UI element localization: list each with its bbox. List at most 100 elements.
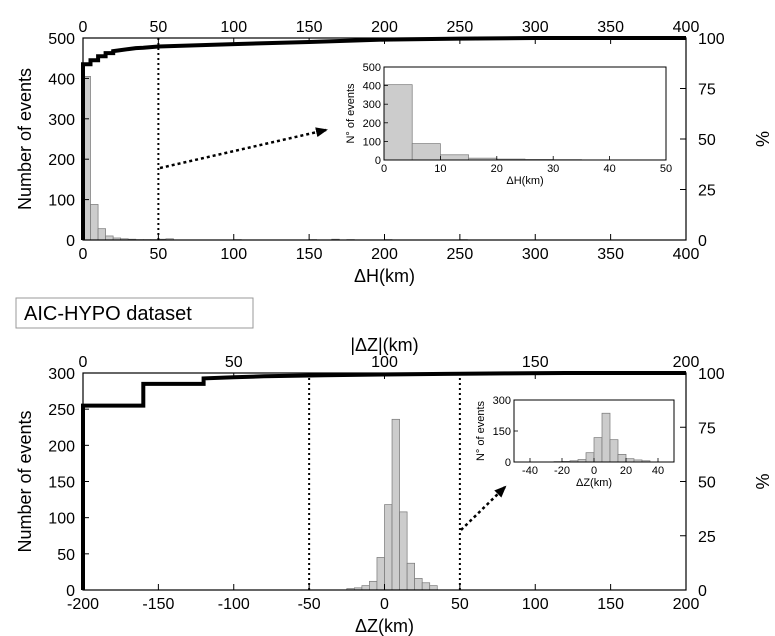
inset-x-tick-label: 50 (660, 163, 672, 175)
y2-tick-label: 0 (698, 583, 707, 600)
inset-x-axis-title: ΔZ(km) (576, 477, 612, 489)
inset-x-tick-label: 30 (547, 163, 559, 175)
histogram-bar (369, 580, 378, 591)
y2-tick-label: 75 (698, 420, 716, 437)
y-tick-label: 50 (57, 547, 75, 564)
y-tick-label: 200 (48, 152, 75, 169)
inset-histogram-bar (601, 412, 611, 463)
histogram-bar (90, 204, 99, 241)
x-tick-label: 50 (149, 246, 167, 263)
y-tick-label: 300 (48, 366, 75, 383)
x-axis-title: ΔH(km) (354, 266, 415, 286)
histogram-bar (406, 562, 415, 591)
inset-y-axis-title: N° of events (345, 83, 357, 144)
y2-tick-label: 25 (698, 183, 716, 200)
inset-histogram-bar (383, 84, 413, 161)
dataset-label-box: AIC-HYPO dataset (15, 297, 254, 329)
x-top-tick-label: 0 (79, 354, 88, 371)
inset-y-tick-label: 200 (363, 118, 381, 130)
x-tick-label: 350 (597, 246, 624, 263)
y2-axis-title: % (752, 473, 772, 489)
x-tick-label: 100 (522, 596, 549, 613)
histogram-bar (384, 504, 393, 591)
x-top-tick-label: 400 (673, 19, 700, 36)
y-tick-label: 300 (48, 112, 75, 129)
y-tick-label: 100 (48, 511, 75, 528)
x-tick-label: 400 (673, 246, 700, 263)
x-tick-label: -50 (298, 596, 321, 613)
histogram-bar (105, 235, 114, 241)
x-top-tick-label: 300 (522, 19, 549, 36)
x-tick-label: -150 (142, 596, 174, 613)
inset-x-tick-label: 10 (434, 163, 446, 175)
inset-histogram-bar (411, 143, 441, 161)
inset-x-tick-label: 0 (591, 465, 597, 477)
x-top-tick-label: 250 (447, 19, 474, 36)
y2-tick-label: 100 (698, 366, 725, 383)
x-tick-label: 150 (296, 246, 323, 263)
inset-y-tick-label: 300 (493, 395, 511, 407)
x-tick-label: 50 (451, 596, 469, 613)
y-tick-label: 250 (48, 402, 75, 419)
x-top-tick-label: 50 (149, 19, 167, 36)
inset-histogram-bar (609, 439, 619, 463)
dataset-label: AIC-HYPO dataset (24, 303, 192, 325)
y-tick-label: 500 (48, 31, 75, 48)
y2-tick-label: 75 (698, 82, 716, 99)
y-axis-title: Number of events (15, 68, 35, 210)
inset-x-tick-label: 40 (603, 163, 615, 175)
x-tick-label: -100 (218, 596, 250, 613)
histogram-bar (391, 418, 400, 591)
y2-tick-label: 50 (698, 132, 716, 149)
x-tick-label: 0 (79, 246, 88, 263)
x-top-tick-label: 100 (371, 354, 398, 371)
inset-x-tick-label: -40 (522, 465, 538, 477)
inset-histogram-bar (440, 154, 469, 161)
inset-x-tick-label: -20 (554, 465, 570, 477)
inset-x-tick-label: 40 (652, 465, 664, 477)
histogram-bar (414, 578, 423, 591)
y2-tick-label: 0 (698, 233, 707, 250)
inset-pointer-arrow (460, 485, 507, 531)
x-axis-title: ΔZ(km) (355, 616, 414, 636)
y2-tick-label: 25 (698, 529, 716, 546)
inset-y-tick-label: 100 (363, 136, 381, 148)
inset-x-tick-label: 20 (620, 465, 632, 477)
y-tick-label: 0 (66, 583, 75, 600)
x-tick-label: 150 (597, 596, 624, 613)
histogram-bar (399, 511, 408, 591)
cumulative-percent-line (81, 36, 686, 240)
x-tick-label: 300 (522, 246, 549, 263)
x-tick-label: 0 (380, 596, 389, 613)
x-top-tick-label: 150 (296, 19, 323, 36)
x-tick-label: 250 (447, 246, 474, 263)
y-tick-label: 100 (48, 193, 75, 210)
y2-tick-label: 50 (698, 475, 716, 492)
inset-x-axis-title: ΔH(km) (506, 175, 543, 187)
histogram-bar (97, 228, 106, 241)
x-top-tick-label: 100 (220, 19, 247, 36)
inset-x-tick-label: 20 (491, 163, 503, 175)
inset-y-tick-label: 0 (375, 155, 381, 167)
inset-y-tick-label: 0 (505, 457, 511, 469)
inset-y-tick-label: 500 (363, 62, 381, 74)
x-tick-label: -200 (67, 596, 99, 613)
x-top-axis-title: |ΔZ|(km) (350, 335, 418, 355)
y2-axis-title: % (752, 131, 772, 147)
inset-y-tick-label: 400 (363, 81, 381, 93)
histogram-bar (376, 557, 385, 591)
inset-histogram-bar (593, 437, 603, 463)
x-tick-label: 100 (220, 246, 247, 263)
inset-y-tick-label: 150 (493, 426, 511, 438)
y-tick-label: 0 (66, 233, 75, 250)
histogram-bar (421, 582, 431, 591)
inset-pointer-arrow (159, 127, 328, 170)
inset-x-tick-label: 0 (381, 163, 387, 175)
x-top-tick-label: 200 (673, 354, 700, 371)
y-tick-label: 150 (48, 475, 75, 492)
x-top-tick-label: 200 (371, 19, 398, 36)
y-tick-label: 200 (48, 438, 75, 455)
